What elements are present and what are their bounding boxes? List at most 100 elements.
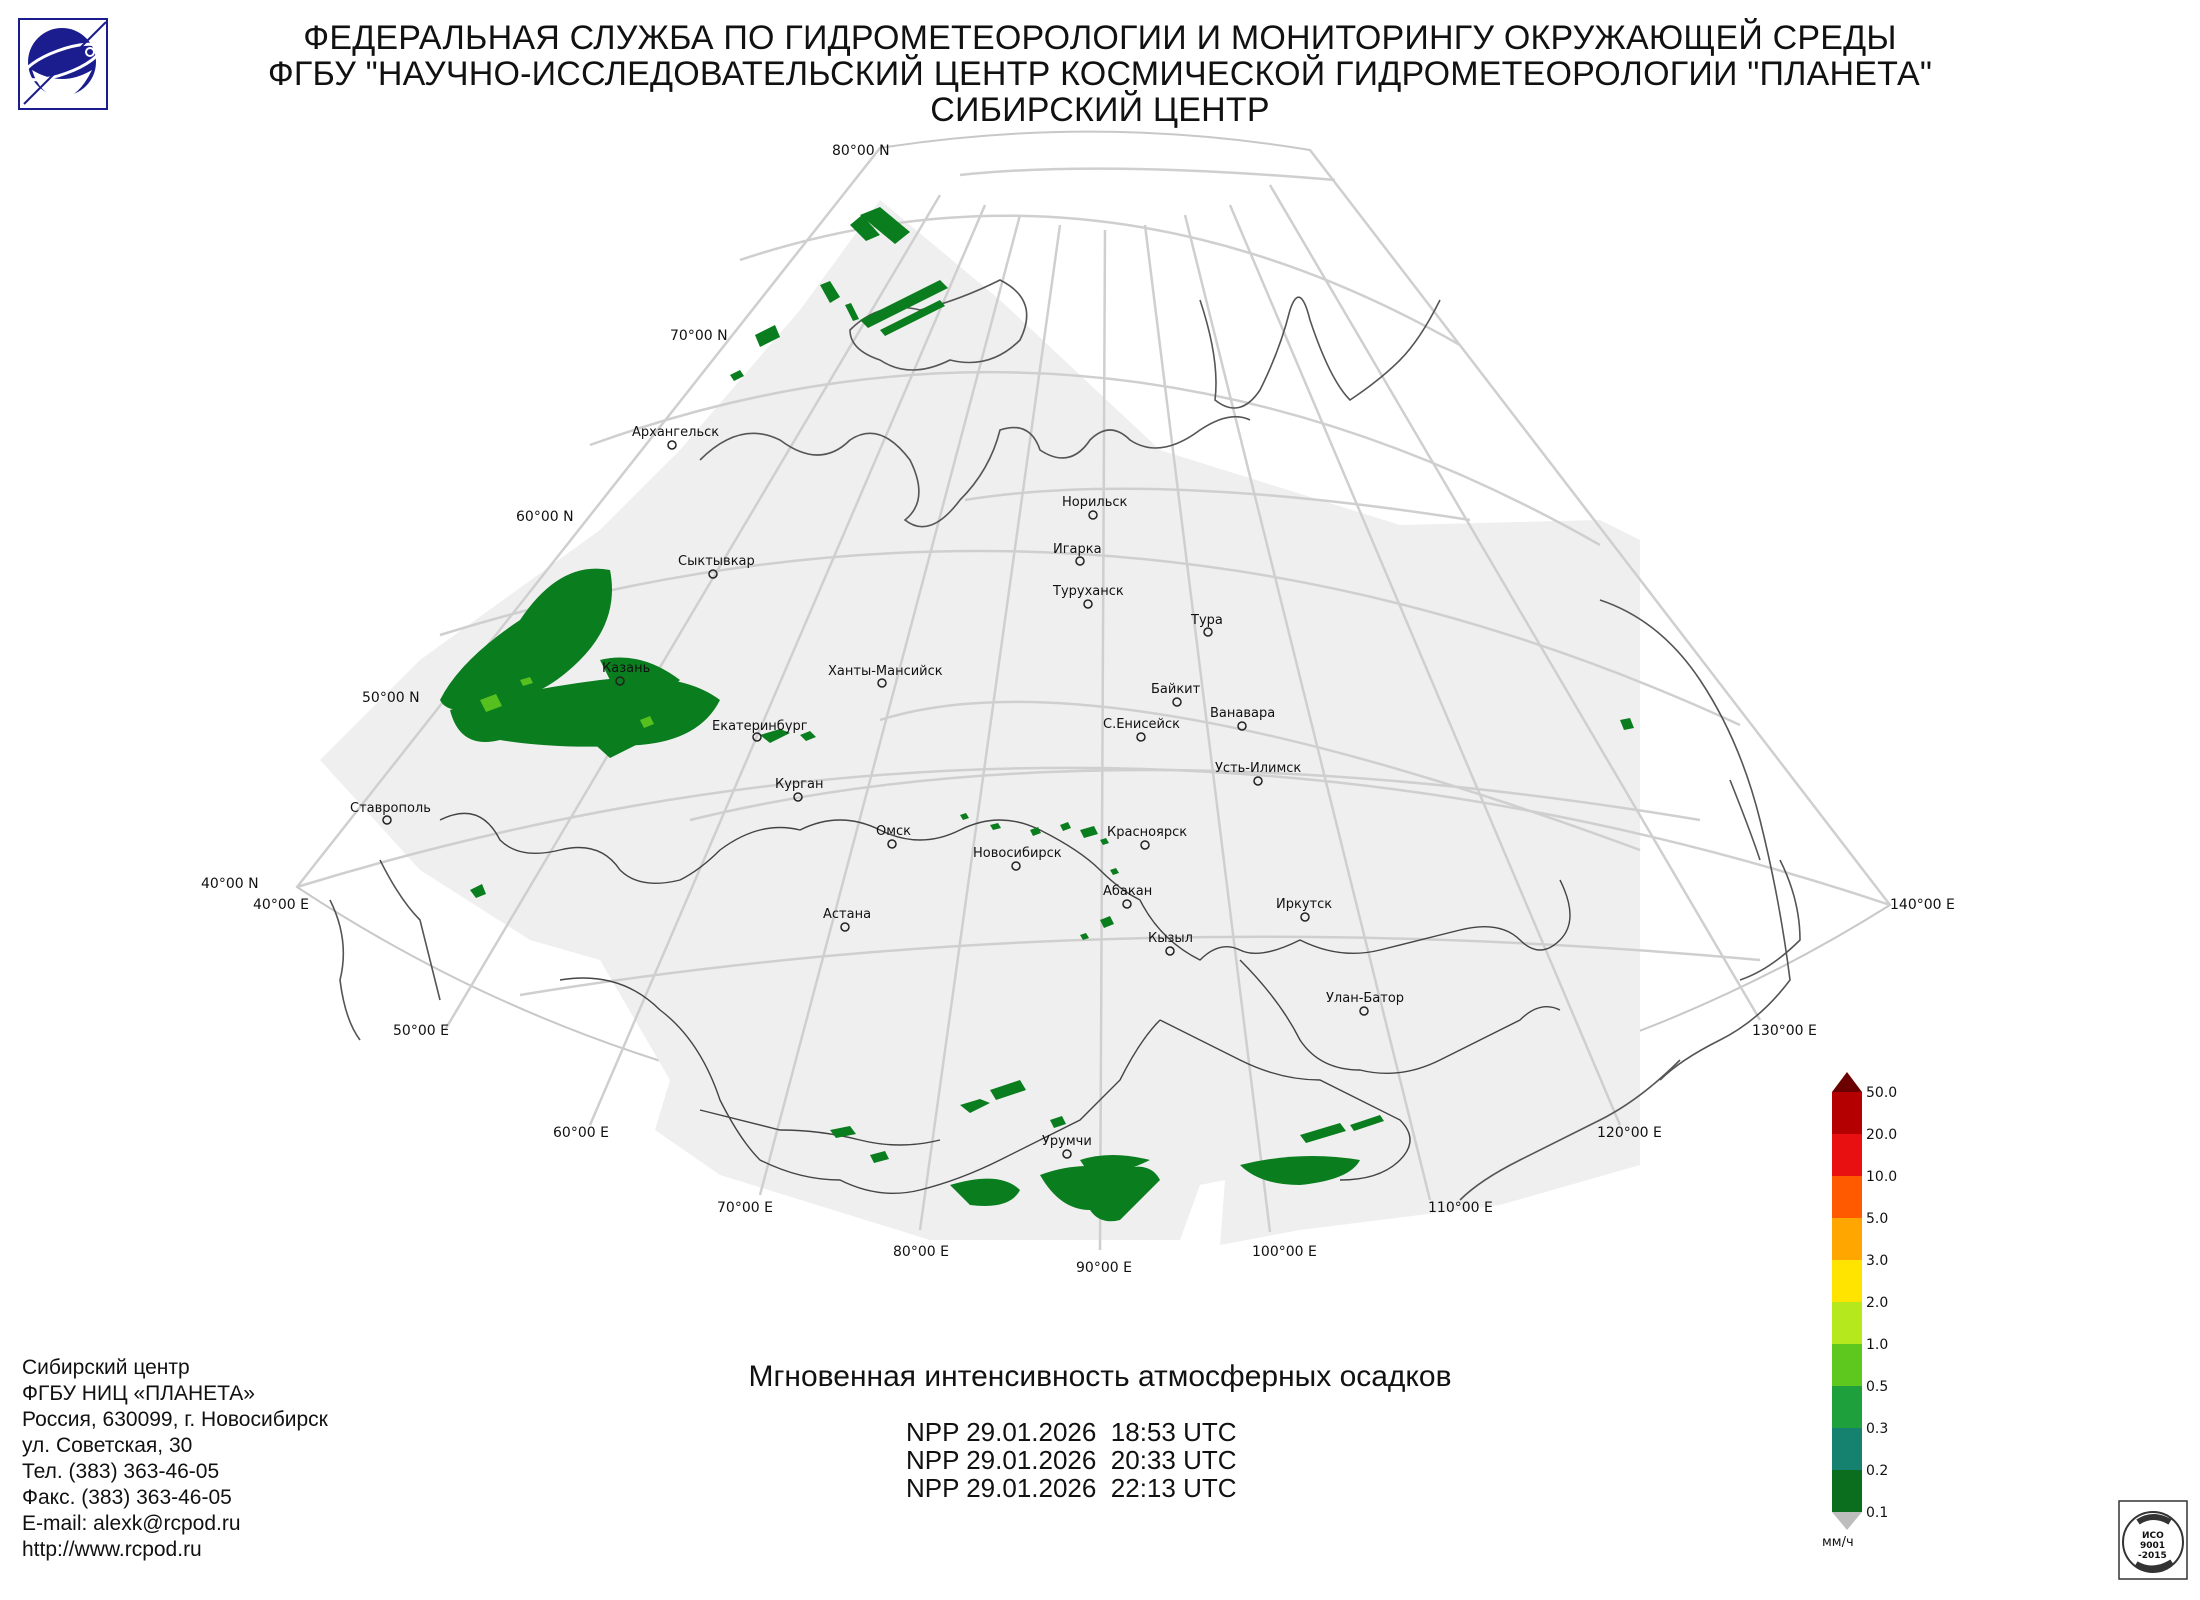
- lon-label-140: 140°00 E: [1890, 897, 1955, 913]
- city-marker: [1203, 627, 1213, 637]
- city-marker: [708, 569, 718, 579]
- lon-label-40: 40°00 E: [253, 897, 309, 913]
- city-label: Новосибирск: [973, 846, 1062, 861]
- iso-text-2: 9001: [2140, 1541, 2165, 1551]
- legend-labels: 50.0 20.0 10.0 5.0 3.0 2.0 1.0 0.5 0.3 0.2 0.1: [1866, 1085, 1897, 1521]
- city-label: С.Енисейск: [1103, 717, 1180, 732]
- city-label: Тура: [1190, 613, 1223, 628]
- org-line: ФГБУ НИЦ «ПЛАНЕТА»: [22, 1382, 255, 1405]
- city-marker: [615, 676, 625, 686]
- legend-swatch: [1832, 1092, 1862, 1134]
- lon-label-60: 60°00 E: [553, 1125, 609, 1141]
- city-labels: Архангельск Сыктывкар Казань Екатеринбур…: [350, 425, 1404, 1149]
- city-label: Кызыл: [1148, 931, 1193, 946]
- lon-label-110: 110°00 E: [1428, 1200, 1493, 1216]
- coastlines: [329, 279, 1801, 1201]
- precipitation-patches: [440, 207, 1634, 1222]
- city-label: Курган: [775, 777, 823, 792]
- pass-line: NPP 29.01.2026 18:53 UTC: [906, 1417, 1237, 1447]
- organization-contacts: Сибирский центр ФГБУ НИЦ «ПЛАНЕТА» Росси…: [22, 1355, 328, 1563]
- legend-swatch: [1832, 1344, 1862, 1386]
- city-label: Норильск: [1062, 495, 1128, 510]
- city-label: Улан-Батор: [1326, 991, 1404, 1006]
- pass-line: NPP 29.01.2026 20:33 UTC: [906, 1445, 1237, 1475]
- legend-swatch: [1832, 1302, 1862, 1344]
- city-label: Ханты-Мансийск: [828, 664, 943, 679]
- legend-label: 20.0: [1866, 1127, 1897, 1143]
- pass-line: NPP 29.01.2026 22:13 UTC: [906, 1473, 1237, 1503]
- legend-label: 5.0: [1866, 1211, 1888, 1227]
- country-borders: [439, 812, 1571, 1194]
- city-label: Красноярск: [1107, 825, 1187, 840]
- lon-label-70: 70°00 E: [717, 1200, 773, 1216]
- city-label: Игарка: [1053, 542, 1102, 557]
- longitude-lines: [296, 147, 1891, 1251]
- legend-label: 0.2: [1866, 1463, 1888, 1479]
- city-marker: [1165, 946, 1175, 956]
- city-marker: [1075, 556, 1085, 566]
- legend-label: 50.0: [1866, 1085, 1897, 1101]
- city-marker: [887, 839, 897, 849]
- city-marker: [1088, 510, 1098, 520]
- city-label: Екатеринбург: [712, 719, 808, 734]
- legend-swatch: [1832, 1176, 1862, 1218]
- legend-label: 3.0: [1866, 1253, 1888, 1269]
- legend-swatch: [1832, 1470, 1862, 1512]
- cities: [382, 440, 1369, 1159]
- city-marker: [1253, 776, 1263, 786]
- lon-label-80: 80°00 E: [893, 1244, 949, 1260]
- city-label: Астана: [823, 907, 871, 922]
- header-line-1: ФЕДЕРАЛЬНАЯ СЛУЖБА ПО ГИДРОМЕТЕОРОЛОГИИ …: [303, 19, 1897, 57]
- header-line-3: СИБИРСКИЙ ЦЕНТР: [930, 91, 1270, 129]
- city-marker: [1062, 1149, 1072, 1159]
- legend-swatch: [1832, 1260, 1862, 1302]
- city-marker: [1122, 899, 1132, 909]
- lon-label-130: 130°00 E: [1752, 1023, 1817, 1039]
- legend-label: 0.1: [1866, 1505, 1888, 1521]
- precipitation-patches-light: [480, 677, 654, 728]
- lat-label-60: 60°00 N: [516, 509, 574, 525]
- org-email: E-mail: alexk@rcpod.ru: [22, 1512, 241, 1535]
- lat-label-70: 70°00 N: [670, 328, 728, 344]
- header-line-2: ФГБУ "НАУЧНО-ИССЛЕДОВАТЕЛЬСКИЙ ЦЕНТР КОС…: [267, 55, 1933, 93]
- city-marker: [1136, 732, 1146, 742]
- iso-text-1: ИСО: [2142, 1531, 2164, 1541]
- org-line: ул. Советская, 30: [22, 1434, 193, 1457]
- org-line: Факс. (383) 363-46-05: [22, 1486, 232, 1509]
- city-marker: [793, 792, 803, 802]
- city-marker: [382, 815, 392, 825]
- iso-text-3: -2015: [2138, 1551, 2167, 1561]
- legend-unit: мм/ч: [1822, 1535, 1854, 1550]
- city-marker: [1011, 861, 1021, 871]
- legend-swatch: [1832, 1134, 1862, 1176]
- city-marker: [667, 440, 677, 450]
- city-marker: [1172, 697, 1182, 707]
- city-marker: [1140, 840, 1150, 850]
- city-label: Усть-Илимск: [1215, 761, 1301, 776]
- city-label: Ставрополь: [350, 801, 431, 816]
- legend-under-arrow: [1832, 1512, 1862, 1530]
- city-marker: [1083, 599, 1093, 609]
- city-marker: [1237, 721, 1247, 731]
- lon-label-120: 120°00 E: [1597, 1125, 1662, 1141]
- city-marker: [752, 732, 762, 742]
- lon-label-50: 50°00 E: [393, 1023, 449, 1039]
- city-label: Туруханск: [1052, 584, 1124, 599]
- city-label: Омск: [876, 824, 911, 839]
- org-line: Сибирский центр: [22, 1356, 190, 1379]
- iso-certification-badge: ИСО 9001 -2015: [2118, 1500, 2188, 1580]
- org-line: Россия, 630099, г. Новосибирск: [22, 1408, 328, 1431]
- city-label: Сыктывкар: [678, 554, 755, 569]
- city-label: Ванавара: [1210, 706, 1275, 721]
- city-marker: [840, 922, 850, 932]
- legend-label: 0.5: [1866, 1379, 1888, 1395]
- legend-swatch: [1832, 1386, 1862, 1428]
- city-marker: [1359, 1006, 1369, 1016]
- lon-label-90: 90°00 E: [1076, 1260, 1132, 1276]
- city-marker: [877, 678, 887, 688]
- lat-label-80: 80°00 N: [832, 143, 890, 159]
- lat-label-50: 50°00 N: [362, 690, 420, 706]
- latitude-lines: [296, 167, 1891, 997]
- lon-label-100: 100°00 E: [1252, 1244, 1317, 1260]
- precipitation-legend: 50.0 20.0 10.0 5.0 3.0 2.0 1.0 0.5 0.3 0.2 0.1 мм/…: [1822, 1072, 1897, 1550]
